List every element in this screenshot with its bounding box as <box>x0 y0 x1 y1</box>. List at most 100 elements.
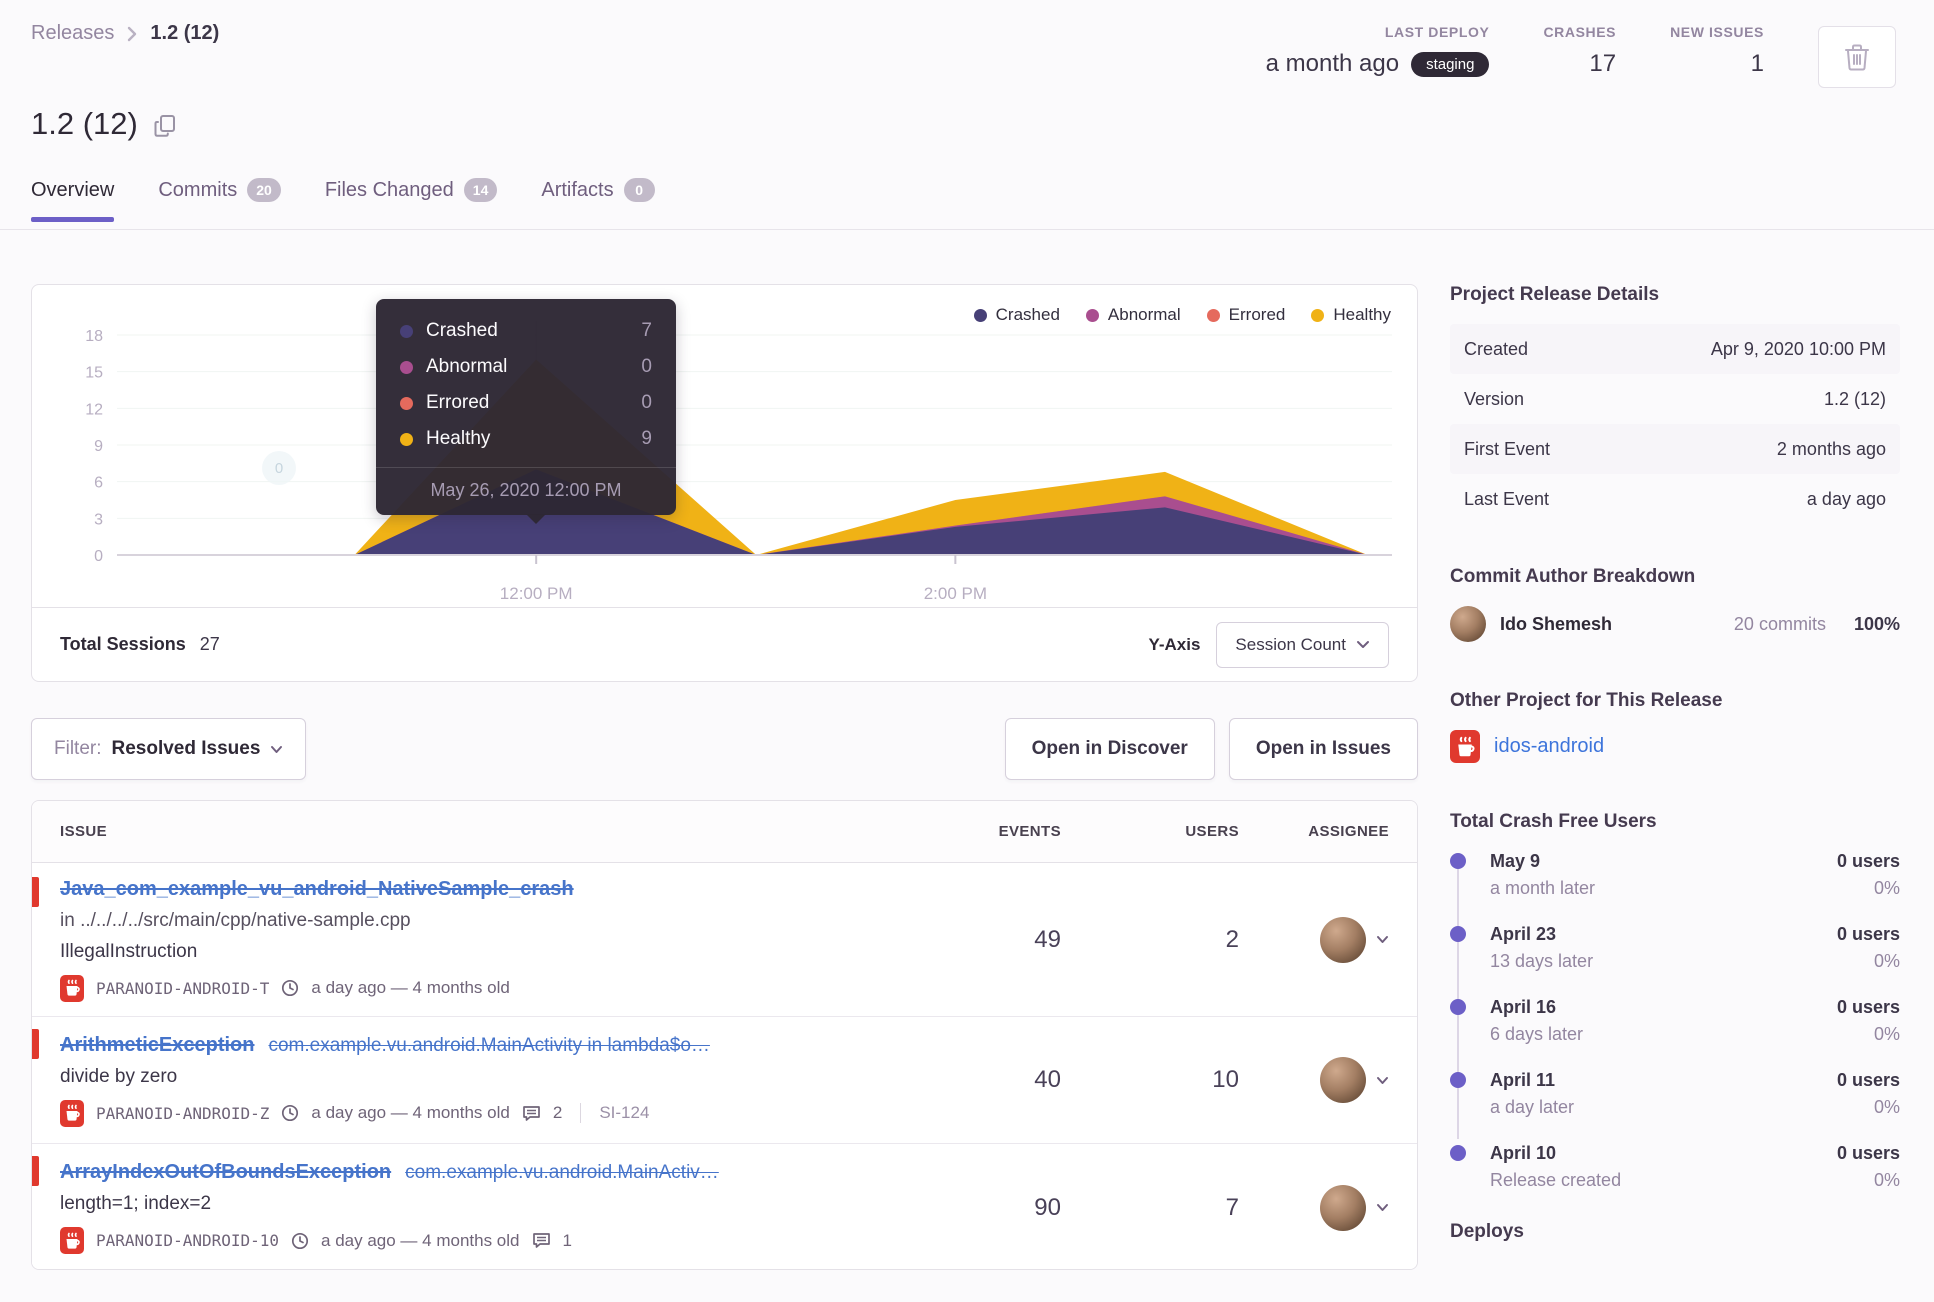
assignee-dropdown[interactable] <box>1320 916 1389 963</box>
detail-row-last-event: Last Event a day ago <box>1464 488 1886 509</box>
issue-age: a day ago — 4 months old <box>311 1103 510 1122</box>
chevron-down-icon <box>1377 936 1388 943</box>
timeline-item: April 23 13 days later 0 users 0% <box>1450 924 1900 972</box>
timeline-dot-icon <box>1450 1072 1466 1088</box>
tab-overview[interactable]: Overview <box>31 178 115 222</box>
breadcrumb-current: 1.2 (12) <box>150 22 220 44</box>
detail-row-version: Version 1.2 (12) <box>1464 388 1886 409</box>
clock-icon <box>281 979 299 997</box>
issue-culprit[interactable]: com.example.vu.android.MainActiv… <box>405 1162 719 1183</box>
svg-text:0: 0 <box>94 548 103 565</box>
assignee-dropdown[interactable] <box>1320 1184 1389 1231</box>
unhandled-indicator <box>32 1029 39 1059</box>
tab-bar: Overview Commits 20 Files Changed 14 Art… <box>31 178 655 222</box>
abnormal-dot-icon <box>400 360 413 374</box>
chart-footer: Total Sessions 27 Y-Axis Session Count <box>32 607 1417 681</box>
project-coffee-icon <box>1450 730 1480 763</box>
issue-age: a day ago — 4 months old <box>321 1230 520 1250</box>
trash-icon <box>1844 43 1870 71</box>
stat-last-deploy: LAST DEPLOY a month ago staging <box>1266 24 1490 78</box>
tooltip-timestamp: May 26, 2020 12:00 PM <box>376 467 676 515</box>
issue-age: a day ago — 4 months old <box>311 978 510 997</box>
legend-healthy[interactable]: Healthy <box>1311 305 1391 325</box>
new-issues-value: 1 <box>1750 50 1764 77</box>
project-coffee-icon <box>60 974 84 1002</box>
issue-message: IllegalInstruction <box>60 940 198 962</box>
chart-tooltip: Crashed 7 Abnormal 0 Errored 0 Healthy 9 May… <box>376 299 676 524</box>
delete-release-button[interactable] <box>1818 26 1896 88</box>
legend-abnormal[interactable]: Abnormal <box>1085 305 1181 325</box>
stat-new-issues: NEW ISSUES 1 <box>1670 24 1764 78</box>
tab-files-changed[interactable]: Files Changed 14 <box>325 178 498 222</box>
tab-artifacts[interactable]: Artifacts 0 <box>541 178 655 222</box>
y-axis-selector[interactable]: Session Count <box>1216 621 1389 668</box>
issue-message: divide by zero <box>60 1065 178 1087</box>
chevron-down-icon <box>1377 1076 1388 1084</box>
healthy-dot-icon <box>1311 308 1325 322</box>
assignee-dropdown[interactable] <box>1320 1057 1389 1103</box>
breadcrumb-releases-link[interactable]: Releases <box>31 22 115 44</box>
files-changed-count-badge: 14 <box>463 178 498 202</box>
assignee-avatar <box>1320 1057 1366 1103</box>
svg-text:9: 9 <box>94 438 103 455</box>
crashes-value: 17 <box>1589 50 1617 77</box>
meta-divider <box>580 1103 582 1123</box>
assignee-avatar <box>1320 916 1366 963</box>
clock-icon <box>291 1232 309 1250</box>
issue-culprit[interactable]: com.example.vu.android.MainActivity in l… <box>268 1034 710 1056</box>
total-sessions-label: Total Sessions <box>60 634 186 654</box>
chart-legend: Crashed Abnormal Errored Healthy <box>973 305 1391 325</box>
open-in-issues-button[interactable]: Open in Issues <box>1228 718 1418 780</box>
last-deploy-label: LAST DEPLOY <box>1384 24 1490 40</box>
sessions-chart-svg: 0 3 6 9 12 15 18 12:00 PM 2:00 PM <box>85 321 1392 603</box>
unhandled-indicator <box>32 877 39 907</box>
issues-table-header: ISSUE EVENTS USERS ASSIGNEE <box>32 801 1417 863</box>
assignee-avatar <box>1320 1184 1366 1231</box>
other-project-heading: Other Project for This Release <box>1450 690 1723 711</box>
issue-events-count: 90 <box>1034 1193 1061 1221</box>
new-issues-label: NEW ISSUES <box>1670 24 1764 40</box>
column-events: EVENTS <box>998 823 1061 840</box>
svg-text:2:00 PM: 2:00 PM <box>924 584 987 603</box>
last-deploy-value: a month ago <box>1265 50 1400 77</box>
chevron-right-icon <box>126 25 138 43</box>
chevron-down-icon <box>270 745 283 754</box>
detail-row-created: Created Apr 9, 2020 10:00 PM <box>1450 324 1900 374</box>
deploys-heading: Deploys <box>1450 1221 1524 1242</box>
page-title: 1.2 (12) <box>31 106 176 142</box>
legend-crashed[interactable]: Crashed <box>973 305 1060 325</box>
issue-title-link[interactable]: ArrayIndexOutOfBoundsException <box>60 1161 392 1183</box>
release-version-title: 1.2 (12) <box>31 106 138 141</box>
open-in-discover-button[interactable]: Open in Discover <box>1004 718 1215 780</box>
other-project-row: idos-android <box>1450 730 1900 763</box>
stat-crashes: CRASHES 17 <box>1543 24 1616 78</box>
release-details-table: Created Apr 9, 2020 10:00 PM Version 1.2… <box>1450 324 1900 524</box>
chevron-down-icon <box>1356 640 1370 649</box>
tab-commits[interactable]: Commits 20 <box>158 178 281 222</box>
issues-toolbar: Filter: Resolved Issues Open in Discover… <box>31 718 1418 780</box>
timeline-dot-icon <box>1450 999 1466 1015</box>
timeline-item: April 16 6 days later 0 users 0% <box>1450 997 1900 1045</box>
legend-errored[interactable]: Errored <box>1206 305 1285 325</box>
issue-events-count: 49 <box>1034 925 1061 953</box>
crashed-dot-icon <box>400 324 413 338</box>
environment-badge: staging <box>1411 51 1490 77</box>
total-sessions-value: 27 <box>199 634 220 654</box>
healthy-dot-icon <box>400 432 413 446</box>
author-percent: 100% <box>1853 613 1900 634</box>
tooltip-caret <box>526 514 546 524</box>
project-slug: PARANOID-ANDROID-Z <box>96 1103 270 1123</box>
issue-title-link[interactable]: ArithmeticException <box>60 1033 255 1056</box>
svg-text:12:00 PM: 12:00 PM <box>500 584 573 603</box>
issues-filter-dropdown[interactable]: Filter: Resolved Issues <box>31 718 307 780</box>
errored-dot-icon <box>1206 308 1220 322</box>
other-project-link[interactable]: idos-android <box>1494 735 1605 757</box>
issue-row: ArrayIndexOutOfBoundsException com.examp… <box>32 1144 1417 1269</box>
copy-icon[interactable] <box>154 114 176 138</box>
column-issue: ISSUE <box>60 823 108 840</box>
issue-users-count: 10 <box>1212 1066 1239 1093</box>
crash-free-timeline: May 9 a month later 0 users 0% April 23 … <box>1450 851 1900 1191</box>
issue-title-link[interactable]: Java_com_example_vu_android_NativeSample… <box>60 877 574 900</box>
issue-row: ArithmeticException com.example.vu.andro… <box>32 1017 1417 1144</box>
timeline-dot-icon <box>1450 853 1466 869</box>
